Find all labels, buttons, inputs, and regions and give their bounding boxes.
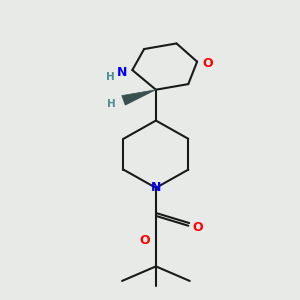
Polygon shape [122,90,156,105]
Text: N: N [117,66,127,79]
Text: O: O [140,234,150,247]
Text: O: O [192,220,203,234]
Text: H: H [106,72,115,82]
Text: N: N [151,182,161,194]
Text: H: H [107,99,116,109]
Text: O: O [202,57,213,70]
